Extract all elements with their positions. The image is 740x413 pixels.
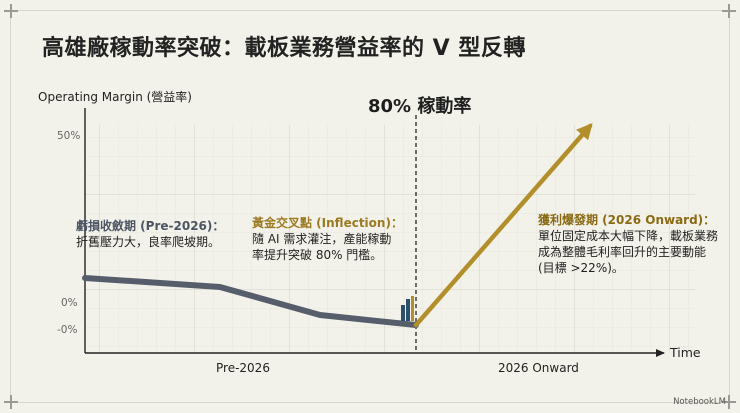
- post-2026-growth-arrow: [413, 122, 593, 328]
- annotation-title: 黃金交叉點 (Inflection)：: [252, 216, 403, 230]
- annotation-title: 獲利爆發期 (2026 Onward)：: [538, 213, 716, 227]
- y-tick-label: 0%: [61, 297, 78, 309]
- x-axis-label: Time: [670, 345, 701, 360]
- corner-mark: [4, 4, 18, 18]
- corner-mark: [722, 4, 736, 18]
- annotation-title: 虧損收斂期 (Pre-2026)：: [76, 219, 225, 233]
- page-title: 高雄廠稼動率突破：載板業務營益率的 V 型反轉: [42, 36, 526, 61]
- annotation-inflection: 黃金交叉點 (Inflection)： 隨 AI 需求灌注，產能稼動率提升突破 …: [252, 215, 403, 263]
- pre-2026-margin-line: [82, 275, 419, 328]
- corner-mark: [4, 395, 18, 409]
- annotation-pre-2026: 虧損收斂期 (Pre-2026)： 折舊壓力大，良率爬坡期。: [76, 218, 236, 250]
- annotation-body: 隨 AI 需求灌注，產能稼動率提升突破 80% 門檻。: [252, 232, 392, 262]
- annotation-body: 單位固定成本大幅下降，載板業務成為整體毛利率回升的主要動能 (目標 >22%)。: [538, 229, 719, 275]
- phase-label-post: 2026 Onward: [498, 361, 579, 375]
- grid-major: [85, 125, 695, 353]
- y-tick-label: -0%: [57, 324, 78, 336]
- utilization-threshold-label: 80% 稼動率: [368, 96, 472, 117]
- brand-watermark: NotebookLM: [673, 397, 726, 407]
- annotation-2026-onward: 獲利爆發期 (2026 Onward)： 單位固定成本大幅下降，載板業務成為整體…: [538, 212, 718, 276]
- y-tick-label: 50%: [57, 130, 81, 142]
- y-axis-label: Operating Margin (營益率): [38, 90, 192, 104]
- page-frame: [10, 10, 730, 403]
- inflection-marker-icon: [401, 296, 414, 321]
- corner-mark: [722, 395, 736, 409]
- phase-label-pre: Pre-2026: [216, 361, 270, 375]
- annotation-body: 折舊壓力大，良率爬坡期。: [76, 235, 221, 249]
